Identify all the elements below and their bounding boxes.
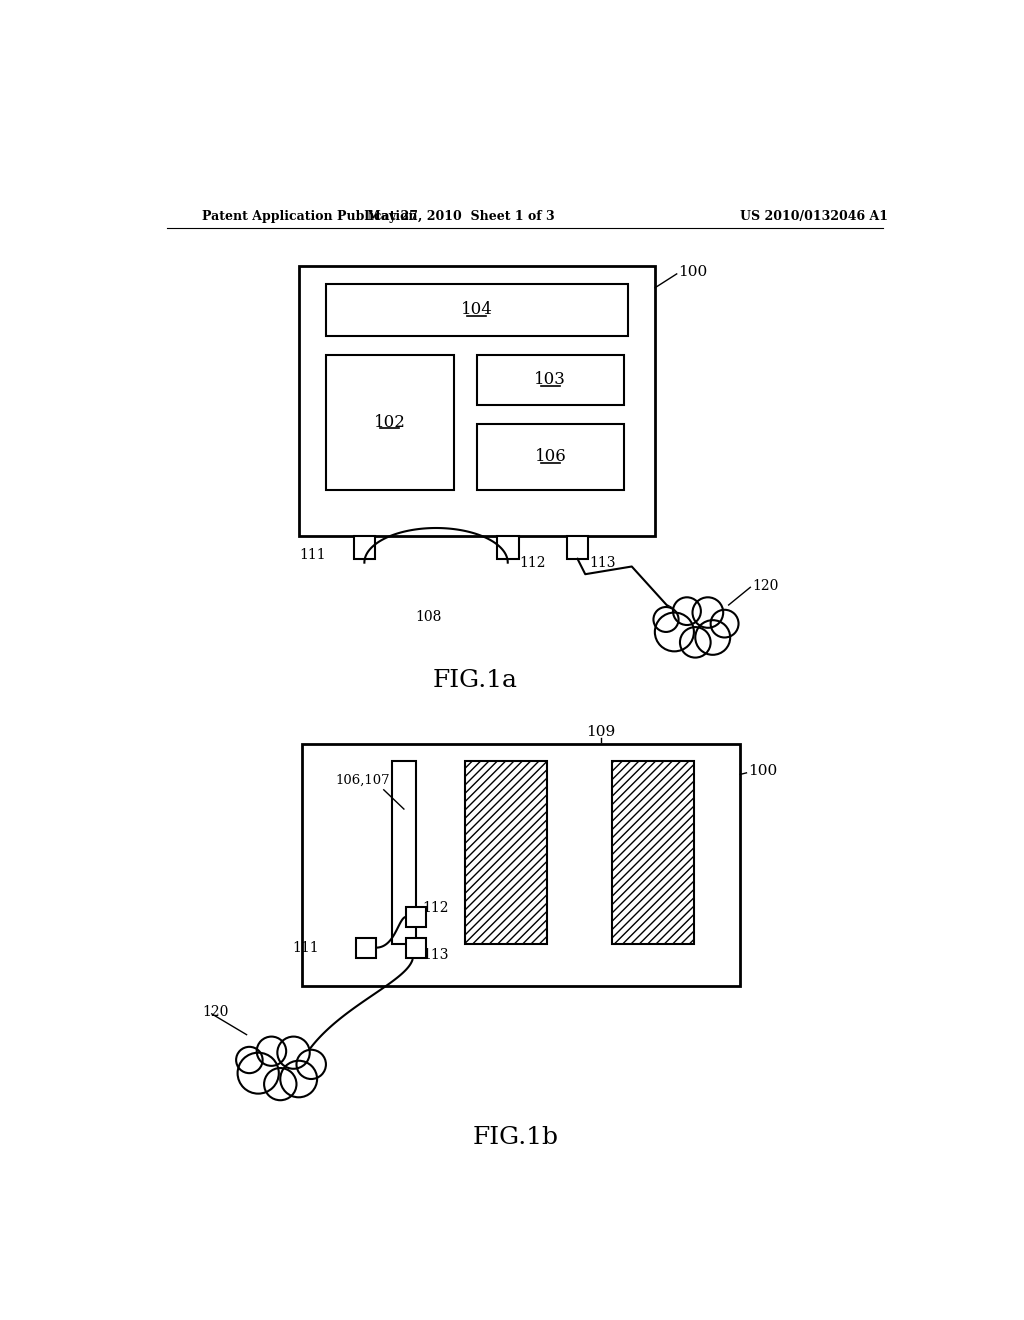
Circle shape	[695, 620, 730, 655]
Circle shape	[654, 612, 694, 651]
Bar	[612, 760, 693, 944]
Circle shape	[264, 1068, 297, 1101]
Circle shape	[653, 607, 679, 632]
Text: US 2010/0132046 A1: US 2010/0132046 A1	[740, 210, 888, 223]
Text: 102: 102	[374, 413, 406, 430]
Text: 109: 109	[586, 725, 615, 739]
Circle shape	[237, 1047, 262, 1073]
Text: 100: 100	[748, 764, 777, 779]
Text: 108: 108	[415, 610, 441, 623]
Text: 120: 120	[203, 1005, 228, 1019]
Circle shape	[297, 1049, 326, 1078]
Text: Patent Application Publication: Patent Application Publication	[202, 210, 417, 223]
Bar	[477, 355, 624, 405]
Text: FIG.1a: FIG.1a	[433, 669, 518, 692]
Circle shape	[278, 1036, 309, 1069]
Bar	[407, 907, 426, 927]
Bar	[497, 536, 518, 558]
Circle shape	[281, 1061, 317, 1097]
Bar	[353, 536, 375, 558]
Bar	[302, 743, 740, 986]
Circle shape	[673, 597, 700, 626]
Bar	[299, 267, 655, 536]
Text: 104: 104	[461, 301, 493, 318]
Circle shape	[257, 1036, 286, 1065]
Circle shape	[238, 1052, 279, 1094]
Text: 113: 113	[423, 948, 449, 961]
Text: 120: 120	[752, 578, 778, 593]
Text: FIG.1b: FIG.1b	[472, 1126, 558, 1150]
Bar	[477, 424, 624, 490]
Text: 111: 111	[293, 941, 319, 954]
Text: 103: 103	[535, 371, 566, 388]
Bar	[391, 760, 417, 944]
Text: 100: 100	[678, 265, 708, 280]
Text: 112: 112	[423, 902, 449, 915]
Bar	[407, 937, 426, 958]
Text: 111: 111	[299, 548, 326, 562]
Bar	[465, 760, 547, 944]
Text: 106,107: 106,107	[336, 774, 390, 787]
Bar	[356, 937, 376, 958]
Text: 112: 112	[519, 556, 546, 570]
Circle shape	[711, 610, 738, 638]
Bar	[566, 536, 589, 558]
Circle shape	[680, 627, 711, 657]
Circle shape	[692, 597, 723, 628]
Bar	[326, 284, 628, 335]
Text: 106: 106	[535, 449, 566, 465]
Text: 113: 113	[589, 556, 615, 570]
Bar	[326, 355, 454, 490]
Text: May 27, 2010  Sheet 1 of 3: May 27, 2010 Sheet 1 of 3	[368, 210, 555, 223]
